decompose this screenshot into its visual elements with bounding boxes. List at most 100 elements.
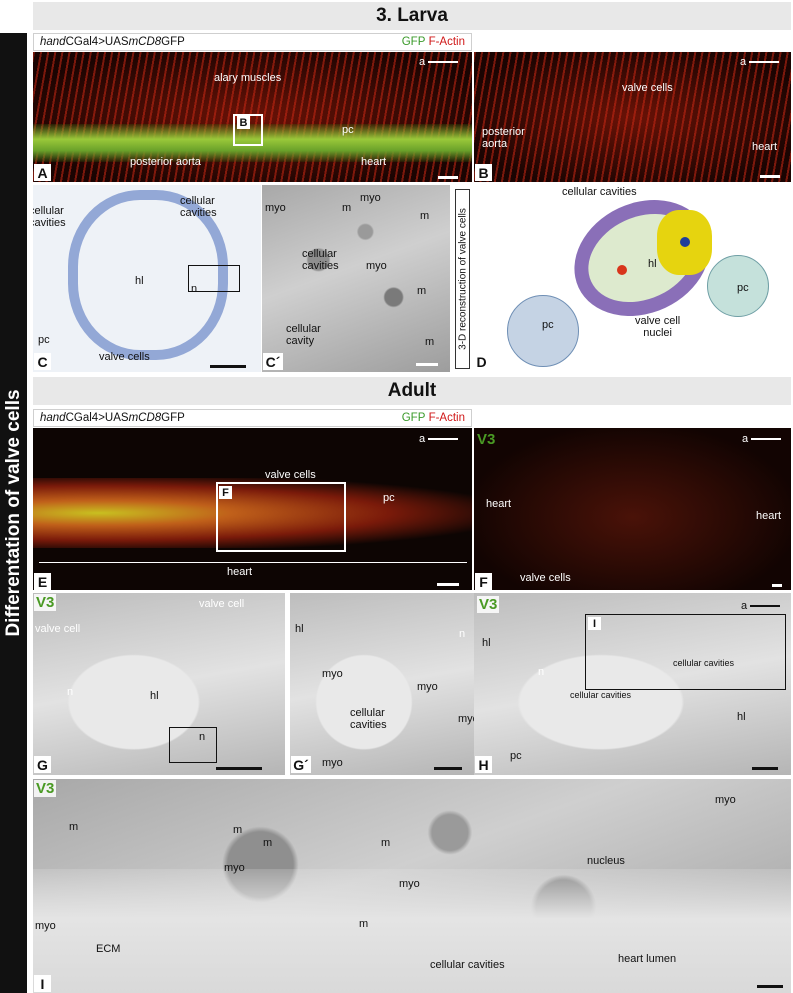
heart-label: heart — [361, 156, 387, 168]
cellular-cavities-label: cellular cavities — [570, 690, 632, 700]
nucleus-label: nucleus — [587, 855, 625, 867]
myo-label: myo — [417, 681, 438, 693]
m-label: m — [263, 837, 273, 849]
hl-label: hl — [737, 711, 746, 723]
m-label: m — [417, 285, 427, 297]
scale-bar — [760, 175, 780, 178]
panel-h-image: V3 a I hl n cellular cavities cellular c… — [474, 593, 791, 775]
panel-b-inset-box — [233, 114, 263, 146]
panel-g-image: V3 valve cell valve cell n hl n G — [33, 593, 285, 775]
myo-label: myo — [458, 713, 475, 725]
heart-tube-gfp — [33, 124, 472, 162]
heart-span-line — [39, 562, 467, 563]
panel-c-letter: C — [34, 353, 51, 370]
v3-tag: V3 — [34, 594, 57, 611]
factin-legend: F-Actin — [428, 412, 465, 424]
gfp-legend: GFP — [401, 412, 426, 424]
hl-label: hl — [295, 623, 304, 635]
panel-f-image: V3 heart heart valve cells a F — [474, 428, 791, 590]
myo-label: myo — [715, 794, 736, 806]
panel-d-image: cellular cavities hl pc pc valve cell nu… — [472, 185, 791, 372]
valve-cell-label: valve cell — [199, 598, 245, 610]
n-label: n — [459, 628, 466, 640]
panel-d-letter: D — [473, 353, 490, 370]
v3-tag: V3 — [477, 431, 496, 448]
pericardial-cell-left — [507, 295, 579, 367]
scale-bar — [434, 767, 462, 770]
cellular-cavity-label: cellular cavity — [286, 323, 321, 348]
myo-label: myo — [322, 757, 343, 769]
posterior-aorta-label: posterior aorta — [482, 126, 525, 151]
panel-gp-image: hl n myo myo cellular cavities myo myo G… — [290, 593, 475, 775]
pc-label: pc — [342, 124, 354, 136]
panel-f-letter: F — [475, 573, 492, 590]
anterior-arrow: a — [419, 433, 459, 445]
sidebar-title-bar: Differentation of valve cells — [0, 33, 27, 993]
pc-label: pc — [737, 282, 749, 294]
adult-section-header: Adult — [33, 377, 791, 405]
gfp-legend: GFP — [401, 36, 426, 48]
panel-b-letter: B — [475, 164, 492, 181]
valve-cells-label: valve cells — [265, 469, 316, 481]
m-label: m — [425, 336, 435, 348]
panel-b-image: valve cells posterior aorta heart a B — [474, 52, 791, 182]
m-label: m — [342, 202, 352, 214]
larva-section-title: 3. Larva — [376, 5, 448, 26]
pc-label: pc — [510, 750, 522, 762]
panel-h-letter: H — [475, 756, 492, 773]
cellular-cavities-label: cellular cavities — [302, 248, 339, 273]
panel-i-letter: I — [34, 975, 51, 992]
panel-c-image: cellular cavities cellular cavities hl n… — [33, 185, 261, 372]
panel-e-image: F valve cells pc heart a E — [33, 428, 472, 590]
anterior-arrow: a — [419, 56, 459, 68]
anterior-arrow: a — [740, 56, 780, 68]
m-label: m — [69, 821, 79, 833]
myo-label: myo — [366, 260, 387, 272]
panel-cp-inset-box — [188, 265, 240, 292]
panel-gp-inset-box — [169, 727, 217, 763]
n-label: n — [67, 686, 74, 698]
valve-nucleus-blue — [680, 237, 690, 247]
myo-label: myo — [265, 202, 286, 214]
panel-gp-letter: G´ — [291, 756, 311, 773]
valve-cells-label: valve cells — [520, 572, 571, 584]
panel-a-letter: A — [34, 164, 51, 181]
n-label: n — [538, 666, 545, 678]
alary-muscles-label: alary muscles — [214, 72, 282, 84]
pc-label: pc — [38, 334, 50, 346]
lumen-region — [33, 869, 791, 993]
larva-section-header: 3. Larva — [33, 2, 791, 30]
valve-cells-label: valve cells — [99, 351, 150, 363]
heart-lumen-label: heart lumen — [618, 953, 677, 965]
hl-label: hl — [648, 258, 657, 270]
pc-label: pc — [542, 319, 554, 331]
valve-cells-label: valve cells — [622, 82, 673, 94]
heart-label: heart — [752, 141, 778, 153]
m-label: m — [420, 210, 430, 222]
heart-tube-fluorescence — [33, 478, 472, 548]
valve-cell-nuclei-label: valve cell nuclei — [635, 315, 681, 340]
panel-e-letter: E — [34, 573, 51, 590]
panel-i-inset-box — [585, 614, 786, 690]
adult-genotype-strip: handCGal4>UASmCD8GFP GFP F-Actin — [33, 409, 472, 427]
heart-section-ring — [68, 190, 228, 360]
n-label: n — [199, 731, 206, 743]
scale-bar — [752, 767, 778, 770]
pericardial-cell-right — [707, 255, 769, 317]
scale-bar — [437, 583, 459, 586]
scale-bar — [438, 176, 458, 179]
cellular-cavities-label-left: cellular cavities — [33, 205, 66, 230]
panel-a-image: B alary muscles pc posterior aorta heart… — [33, 52, 472, 182]
heart-label: heart — [227, 566, 253, 578]
anterior-arrow: a — [741, 600, 781, 612]
hl-label: hl — [150, 690, 159, 702]
m-label: m — [359, 918, 369, 930]
reconstruction-label: 3-D reconstruction of valve cells — [457, 208, 468, 350]
pc-label: pc — [383, 492, 395, 504]
panel-cp-image: myo myo m m m m cellular cavities myo ce… — [262, 185, 450, 372]
cellular-cavities-label: cellular cavities — [562, 186, 637, 198]
heart-label: heart — [486, 498, 512, 510]
cellular-cavities-label: cellular cavities — [430, 959, 505, 971]
myo-label: myo — [360, 192, 381, 204]
panel-i-image: V3 myo m m m myo m nucleus myo myo m ECM… — [33, 779, 791, 993]
